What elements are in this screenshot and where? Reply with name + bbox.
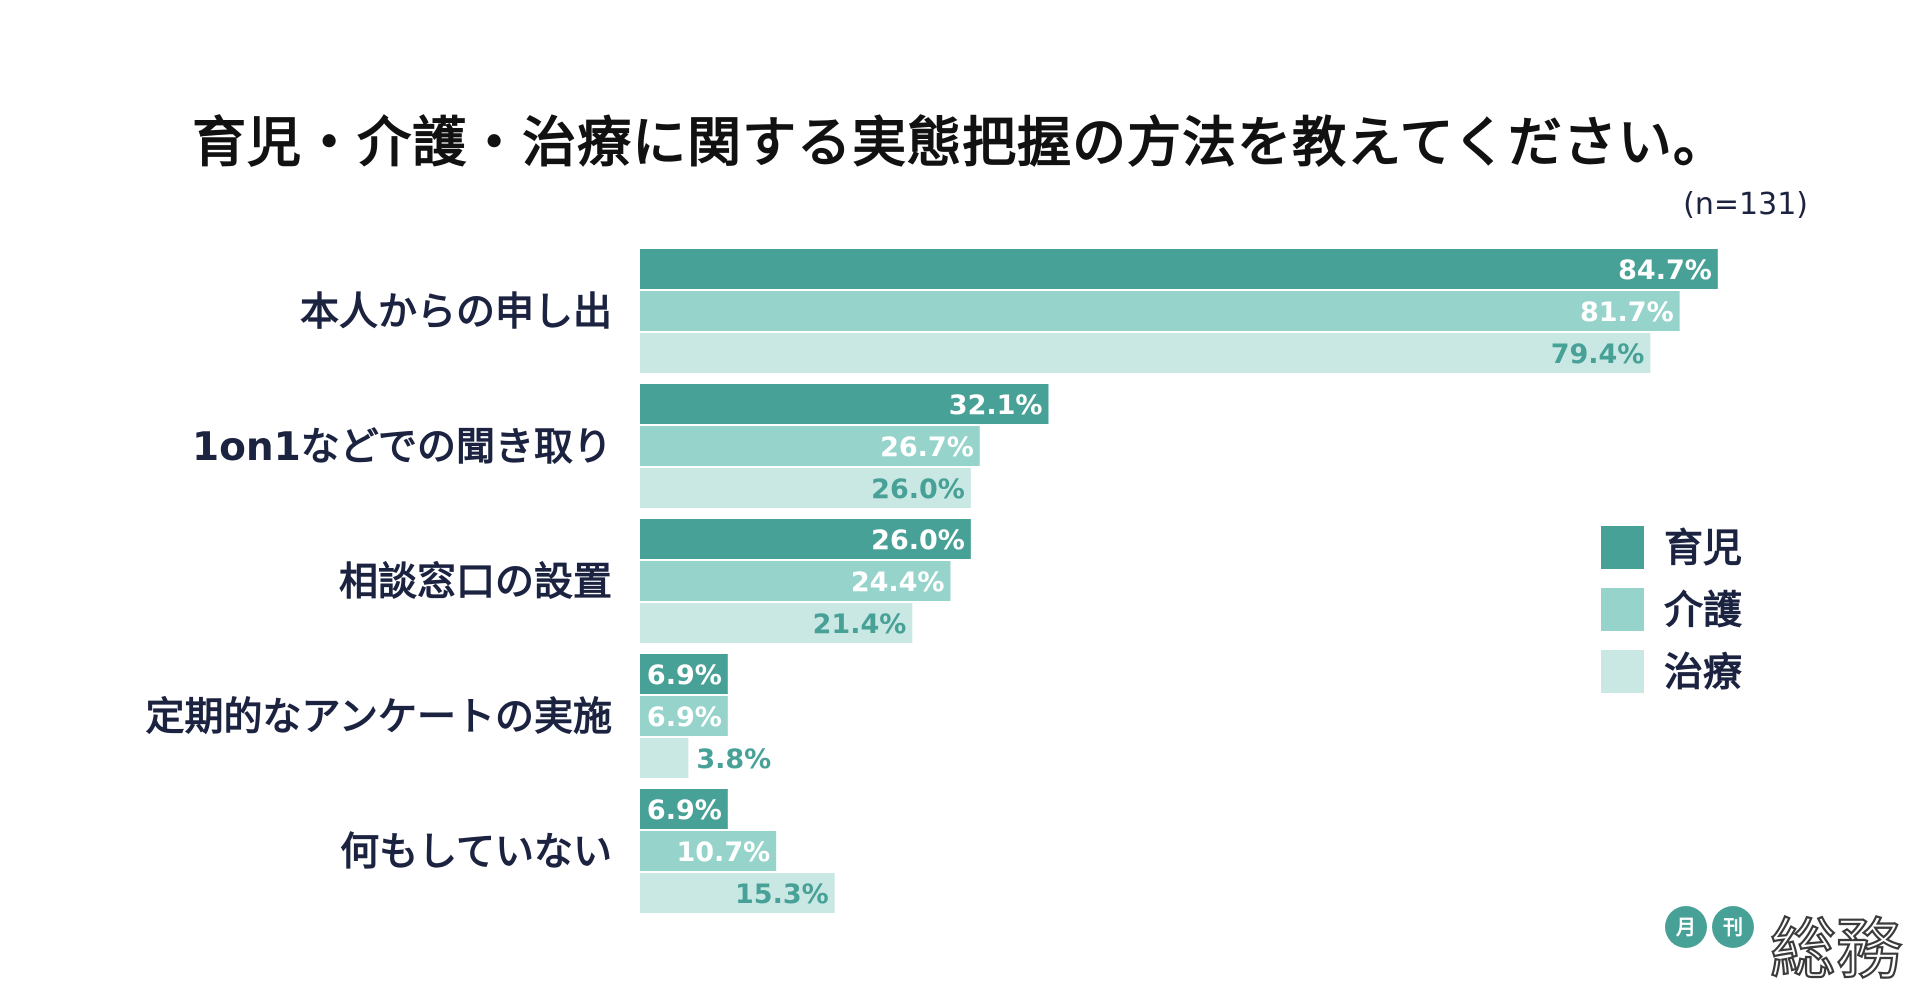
bar-治療 — [640, 738, 689, 778]
bars-layer: 84.7% 81.7% 79.4% 32.1% 26.7% 26.0% 26.0% 24.4%… — [640, 249, 1718, 913]
brand-name: 総務 — [1770, 911, 1902, 988]
bar-治療 — [640, 603, 913, 643]
data-label: 79.4% — [1551, 339, 1645, 370]
legend-swatch — [1601, 650, 1644, 693]
legend-label: 育児 — [1664, 527, 1742, 572]
brand-badge-2: 刊 — [1723, 915, 1743, 939]
bar-介護 — [640, 696, 728, 736]
bar-治療 — [640, 873, 835, 913]
data-label: 6.9% — [647, 660, 722, 691]
chart-title: 育児・介護・治療に関する実態把握の方法を教えてください。 — [192, 111, 1728, 174]
data-label: 26.0% — [871, 525, 965, 556]
legend-label: 介護 — [1664, 589, 1743, 634]
data-label: 26.7% — [880, 432, 974, 463]
bar-治療 — [640, 468, 971, 508]
data-label: 84.7% — [1618, 255, 1712, 286]
bar-育児 — [640, 519, 971, 559]
data-label: 26.0% — [871, 474, 965, 505]
bar-介護 — [640, 561, 951, 601]
bar-育児 — [640, 249, 1718, 289]
data-label: 32.1% — [949, 390, 1043, 421]
data-label: 21.4% — [813, 609, 907, 640]
brand-badge-circle-2 — [1712, 906, 1754, 948]
category-labels: 本人からの申し出 1on1などでの聞き取り相談窓口の設置定期的なアンケートの実施何… — [146, 290, 612, 875]
data-label: 6.9% — [647, 795, 722, 826]
data-label: 6.9% — [647, 702, 722, 733]
data-label: 10.7% — [676, 837, 770, 868]
brand-badge-circle-1 — [1665, 906, 1707, 948]
legend-swatch — [1601, 588, 1644, 631]
bar-育児 — [640, 384, 1049, 424]
category-label: 定期的なアンケートの実施 — [146, 695, 612, 740]
category-label: 相談窓口の設置 — [339, 560, 612, 605]
bar-介護 — [640, 291, 1680, 331]
bar-育児 — [640, 654, 728, 694]
data-label: 3.8% — [696, 744, 771, 775]
category-label: 1on1などでの聞き取り — [192, 425, 612, 470]
sample-size-label: (n=131) — [1683, 187, 1808, 222]
legend-swatch — [1601, 526, 1644, 569]
bar-治療 — [640, 333, 1651, 373]
category-label: 何もしていない — [340, 830, 612, 875]
bar-介護 — [640, 426, 980, 466]
category-label: 本人からの申し出 — [300, 290, 612, 335]
data-label: 15.3% — [735, 879, 829, 910]
brand-badge-1: 月 — [1675, 915, 1696, 939]
brand-logo: 月 刊 総務 — [1665, 906, 1903, 989]
bar-育児 — [640, 789, 728, 829]
data-label: 24.4% — [851, 567, 945, 598]
bar-介護 — [640, 831, 777, 871]
legend-label: 治療 — [1664, 651, 1743, 696]
data-label: 81.7% — [1580, 297, 1674, 328]
